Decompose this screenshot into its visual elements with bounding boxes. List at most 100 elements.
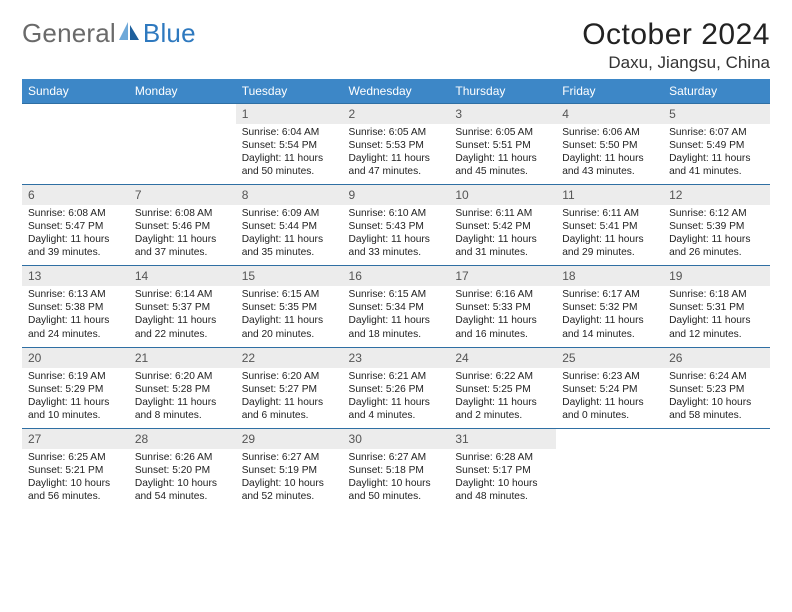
day-data: Sunrise: 6:21 AMSunset: 5:26 PMDaylight:…: [343, 368, 450, 422]
day-data: Sunrise: 6:05 AMSunset: 5:53 PMDaylight:…: [343, 124, 450, 178]
sunset-line: Sunset: 5:31 PM: [669, 301, 764, 314]
sunrise-line: Sunrise: 6:16 AM: [455, 288, 550, 301]
daylight-line: Daylight: 11 hours and 31 minutes.: [455, 233, 550, 259]
day-number: 5: [663, 104, 770, 124]
title-location: Daxu, Jiangsu, China: [582, 53, 770, 73]
calendar-cell: 13Sunrise: 6:13 AMSunset: 5:38 PMDayligh…: [22, 266, 129, 347]
day-data: Sunrise: 6:25 AMSunset: 5:21 PMDaylight:…: [22, 449, 129, 503]
sunrise-line: Sunrise: 6:27 AM: [242, 451, 337, 464]
day-data: Sunrise: 6:16 AMSunset: 5:33 PMDaylight:…: [449, 286, 556, 340]
calendar-cell: 3Sunrise: 6:05 AMSunset: 5:51 PMDaylight…: [449, 104, 556, 185]
sunrise-line: Sunrise: 6:18 AM: [669, 288, 764, 301]
day-number: 30: [343, 429, 450, 449]
calendar-cell: 18Sunrise: 6:17 AMSunset: 5:32 PMDayligh…: [556, 266, 663, 347]
calendar-cell: 25Sunrise: 6:23 AMSunset: 5:24 PMDayligh…: [556, 347, 663, 428]
day-data: Sunrise: 6:27 AMSunset: 5:19 PMDaylight:…: [236, 449, 343, 503]
sunrise-line: Sunrise: 6:22 AM: [455, 370, 550, 383]
day-data: Sunrise: 6:20 AMSunset: 5:27 PMDaylight:…: [236, 368, 343, 422]
day-data: Sunrise: 6:22 AMSunset: 5:25 PMDaylight:…: [449, 368, 556, 422]
sunrise-line: Sunrise: 6:24 AM: [669, 370, 764, 383]
day-number: 6: [22, 185, 129, 205]
calendar-row: 13Sunrise: 6:13 AMSunset: 5:38 PMDayligh…: [22, 266, 770, 347]
sunrise-line: Sunrise: 6:11 AM: [562, 207, 657, 220]
daylight-line: Daylight: 11 hours and 14 minutes.: [562, 314, 657, 340]
daylight-line: Daylight: 11 hours and 35 minutes.: [242, 233, 337, 259]
sunrise-line: Sunrise: 6:05 AM: [349, 126, 444, 139]
day-data: Sunrise: 6:11 AMSunset: 5:41 PMDaylight:…: [556, 205, 663, 259]
day-data: Sunrise: 6:17 AMSunset: 5:32 PMDaylight:…: [556, 286, 663, 340]
daylight-line: Daylight: 11 hours and 39 minutes.: [28, 233, 123, 259]
daylight-line: Daylight: 10 hours and 58 minutes.: [669, 396, 764, 422]
day-data: Sunrise: 6:27 AMSunset: 5:18 PMDaylight:…: [343, 449, 450, 503]
day-number: 21: [129, 348, 236, 368]
sunrise-line: Sunrise: 6:26 AM: [135, 451, 230, 464]
calendar-body: ....1Sunrise: 6:04 AMSunset: 5:54 PMDayl…: [22, 104, 770, 509]
day-number: 17: [449, 266, 556, 286]
weekday-header: Tuesday: [236, 79, 343, 104]
sunrise-line: Sunrise: 6:15 AM: [349, 288, 444, 301]
calendar-cell: 23Sunrise: 6:21 AMSunset: 5:26 PMDayligh…: [343, 347, 450, 428]
calendar-row: 6Sunrise: 6:08 AMSunset: 5:47 PMDaylight…: [22, 185, 770, 266]
calendar-cell: 15Sunrise: 6:15 AMSunset: 5:35 PMDayligh…: [236, 266, 343, 347]
day-data: Sunrise: 6:08 AMSunset: 5:47 PMDaylight:…: [22, 205, 129, 259]
calendar-cell: 7Sunrise: 6:08 AMSunset: 5:46 PMDaylight…: [129, 185, 236, 266]
day-data: Sunrise: 6:04 AMSunset: 5:54 PMDaylight:…: [236, 124, 343, 178]
day-data: Sunrise: 6:26 AMSunset: 5:20 PMDaylight:…: [129, 449, 236, 503]
weekday-header: Wednesday: [343, 79, 450, 104]
day-number: 28: [129, 429, 236, 449]
calendar-cell: 4Sunrise: 6:06 AMSunset: 5:50 PMDaylight…: [556, 104, 663, 185]
daylight-line: Daylight: 10 hours and 50 minutes.: [349, 477, 444, 503]
sunrise-line: Sunrise: 6:07 AM: [669, 126, 764, 139]
sunset-line: Sunset: 5:25 PM: [455, 383, 550, 396]
day-number: 1: [236, 104, 343, 124]
day-data: Sunrise: 6:15 AMSunset: 5:34 PMDaylight:…: [343, 286, 450, 340]
daylight-line: Daylight: 11 hours and 8 minutes.: [135, 396, 230, 422]
sunset-line: Sunset: 5:47 PM: [28, 220, 123, 233]
calendar-cell: ..: [129, 104, 236, 185]
calendar-head: SundayMondayTuesdayWednesdayThursdayFrid…: [22, 79, 770, 104]
calendar-cell: 1Sunrise: 6:04 AMSunset: 5:54 PMDaylight…: [236, 104, 343, 185]
sunset-line: Sunset: 5:43 PM: [349, 220, 444, 233]
day-data: Sunrise: 6:15 AMSunset: 5:35 PMDaylight:…: [236, 286, 343, 340]
daylight-line: Daylight: 11 hours and 45 minutes.: [455, 152, 550, 178]
daylight-line: Daylight: 11 hours and 16 minutes.: [455, 314, 550, 340]
sunrise-line: Sunrise: 6:17 AM: [562, 288, 657, 301]
daylight-line: Daylight: 10 hours and 54 minutes.: [135, 477, 230, 503]
day-number: 20: [22, 348, 129, 368]
sunset-line: Sunset: 5:33 PM: [455, 301, 550, 314]
day-data: Sunrise: 6:10 AMSunset: 5:43 PMDaylight:…: [343, 205, 450, 259]
calendar-table: SundayMondayTuesdayWednesdayThursdayFrid…: [22, 79, 770, 509]
weekday-header: Monday: [129, 79, 236, 104]
day-number: 23: [343, 348, 450, 368]
sunset-line: Sunset: 5:27 PM: [242, 383, 337, 396]
calendar-row: 27Sunrise: 6:25 AMSunset: 5:21 PMDayligh…: [22, 428, 770, 509]
sunset-line: Sunset: 5:49 PM: [669, 139, 764, 152]
sunrise-line: Sunrise: 6:21 AM: [349, 370, 444, 383]
daylight-line: Daylight: 11 hours and 20 minutes.: [242, 314, 337, 340]
sunset-line: Sunset: 5:53 PM: [349, 139, 444, 152]
daylight-line: Daylight: 10 hours and 56 minutes.: [28, 477, 123, 503]
calendar-cell: 11Sunrise: 6:11 AMSunset: 5:41 PMDayligh…: [556, 185, 663, 266]
calendar-row: 20Sunrise: 6:19 AMSunset: 5:29 PMDayligh…: [22, 347, 770, 428]
calendar-cell: 9Sunrise: 6:10 AMSunset: 5:43 PMDaylight…: [343, 185, 450, 266]
calendar-cell: 28Sunrise: 6:26 AMSunset: 5:20 PMDayligh…: [129, 428, 236, 509]
day-data: Sunrise: 6:14 AMSunset: 5:37 PMDaylight:…: [129, 286, 236, 340]
calendar-cell: 26Sunrise: 6:24 AMSunset: 5:23 PMDayligh…: [663, 347, 770, 428]
sunrise-line: Sunrise: 6:11 AM: [455, 207, 550, 220]
sunset-line: Sunset: 5:41 PM: [562, 220, 657, 233]
day-number: 3: [449, 104, 556, 124]
day-number: 26: [663, 348, 770, 368]
calendar-cell: 2Sunrise: 6:05 AMSunset: 5:53 PMDaylight…: [343, 104, 450, 185]
day-number: 10: [449, 185, 556, 205]
day-number: 31: [449, 429, 556, 449]
sunrise-line: Sunrise: 6:20 AM: [135, 370, 230, 383]
calendar-cell: ..: [663, 428, 770, 509]
day-data: Sunrise: 6:28 AMSunset: 5:17 PMDaylight:…: [449, 449, 556, 503]
calendar-cell: 22Sunrise: 6:20 AMSunset: 5:27 PMDayligh…: [236, 347, 343, 428]
daylight-line: Daylight: 11 hours and 18 minutes.: [349, 314, 444, 340]
sunset-line: Sunset: 5:46 PM: [135, 220, 230, 233]
sunrise-line: Sunrise: 6:10 AM: [349, 207, 444, 220]
day-number: 9: [343, 185, 450, 205]
day-data: Sunrise: 6:08 AMSunset: 5:46 PMDaylight:…: [129, 205, 236, 259]
day-number: 14: [129, 266, 236, 286]
